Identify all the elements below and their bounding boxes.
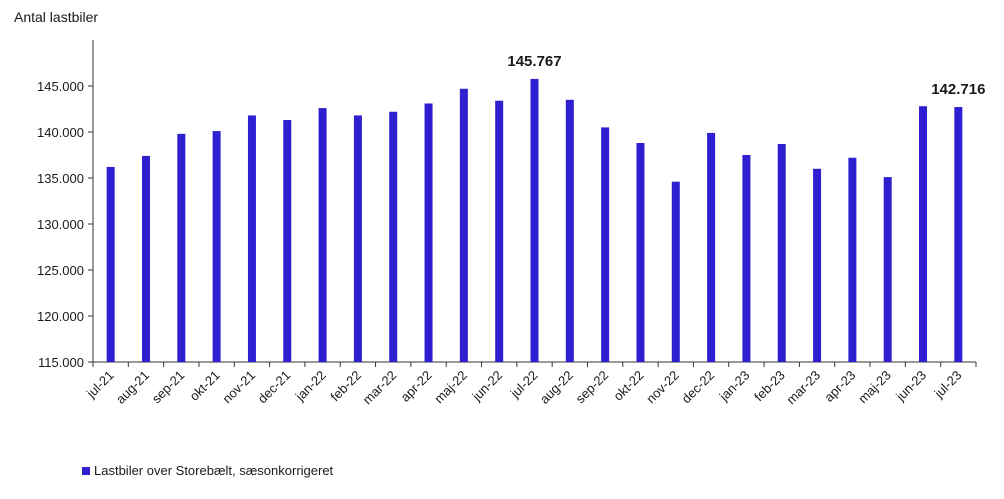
bar	[106, 166, 115, 362]
x-tick-label: mar-23	[783, 368, 823, 408]
legend: Lastbiler over Storebælt, sæsonkorrigere…	[82, 463, 333, 478]
bar	[389, 111, 398, 362]
x-tick-label: mar-22	[360, 368, 400, 408]
bar	[742, 155, 751, 362]
x-tick-label: feb-23	[751, 368, 788, 405]
bar	[883, 177, 892, 362]
x-tick-label: sep-22	[573, 368, 612, 407]
bar	[247, 115, 256, 362]
x-tick-label: feb-22	[327, 368, 364, 405]
x-tick-label: okt-21	[187, 368, 223, 404]
y-tick-label: 135.000	[37, 171, 84, 186]
bar	[601, 127, 610, 363]
bar	[707, 132, 716, 362]
y-tick-label: 115.000	[38, 355, 84, 370]
bar	[353, 115, 362, 362]
x-tick-label: jun-23	[892, 368, 929, 405]
x-tick-label: sep-21	[149, 368, 188, 407]
x-tick-label: jun-22	[468, 368, 505, 405]
x-tick-label: maj-23	[855, 368, 894, 407]
x-tick-label: maj-22	[431, 368, 470, 407]
y-tick-label: 125.000	[37, 263, 84, 278]
bar	[318, 108, 327, 362]
x-tick-label: aug-21	[113, 368, 152, 407]
x-tick-label: apr-23	[821, 368, 858, 405]
y-tick-label: 145.000	[37, 79, 84, 94]
bar	[424, 103, 433, 362]
bar	[495, 100, 504, 362]
bar	[177, 133, 186, 362]
x-tick-label: apr-22	[397, 368, 434, 405]
x-tick-label: dec-21	[255, 368, 294, 407]
bar	[777, 143, 786, 362]
x-tick-label: nov-22	[643, 368, 682, 407]
x-tick-label: jul-23	[931, 368, 965, 402]
x-tick-label: jan-22	[292, 368, 329, 405]
bar	[283, 120, 292, 362]
data-label: 142.716	[931, 81, 985, 98]
bar	[530, 78, 539, 362]
bar	[919, 106, 928, 363]
bar	[671, 181, 680, 362]
bar	[565, 99, 574, 363]
y-tick-label: 120.000	[37, 309, 84, 324]
data-label: 145.767	[507, 53, 561, 70]
y-tick-label: 140.000	[37, 125, 84, 140]
x-tick-label: dec-22	[679, 368, 718, 407]
bar	[848, 157, 857, 362]
bar	[954, 107, 963, 362]
x-tick-label: okt-22	[610, 368, 646, 404]
bar	[459, 88, 468, 362]
bar	[141, 155, 150, 362]
x-tick-label: jan-23	[716, 368, 753, 405]
bar	[212, 131, 221, 362]
x-tick-label: aug-22	[537, 368, 576, 407]
legend-swatch	[82, 466, 90, 475]
legend-label: Lastbiler over Storebælt, sæsonkorrigere…	[94, 463, 334, 478]
y-axis-title: Antal lastbiler	[14, 9, 99, 25]
bar	[636, 143, 645, 362]
x-tick-label: nov-21	[219, 368, 258, 407]
bar	[813, 168, 822, 362]
y-tick-label: 130.000	[37, 217, 84, 232]
